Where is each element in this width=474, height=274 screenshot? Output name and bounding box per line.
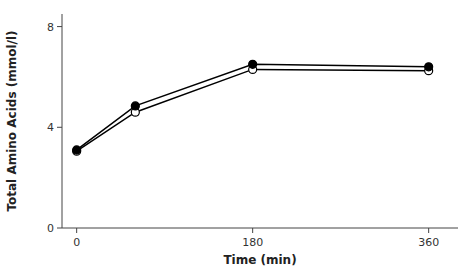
chart-container: 0 180 360 0 4 8 Time (min) Total Amino Acids (m… xyxy=(0,0,474,274)
y-tick-label: 0 xyxy=(47,222,54,235)
y-axis xyxy=(62,14,63,228)
x-tick xyxy=(428,228,429,233)
series-1 xyxy=(73,65,433,155)
y-axis-label: Total Amino Acids (mmol/l) xyxy=(5,30,19,211)
point xyxy=(425,63,433,71)
x-tick xyxy=(252,228,253,233)
point xyxy=(249,60,257,68)
y-tick-label: 8 xyxy=(47,21,54,34)
point xyxy=(131,102,139,110)
chart-svg: 0 180 360 0 4 8 Time (min) Total Amino Acids (m… xyxy=(0,0,474,274)
x-tick-label: 0 xyxy=(73,236,80,249)
y-tick xyxy=(57,26,62,27)
plot-area xyxy=(73,60,433,155)
series-line xyxy=(77,64,429,150)
x-axis-label: Time (min) xyxy=(223,253,296,267)
y-tick-label: 4 xyxy=(47,121,54,134)
x-axis xyxy=(62,228,458,229)
series-0 xyxy=(73,60,433,154)
x-tick xyxy=(76,228,77,233)
x-tick-label: 180 xyxy=(242,236,263,249)
y-tick xyxy=(57,228,62,229)
point xyxy=(73,146,81,154)
y-tick xyxy=(57,127,62,128)
x-tick-label: 360 xyxy=(418,236,439,249)
